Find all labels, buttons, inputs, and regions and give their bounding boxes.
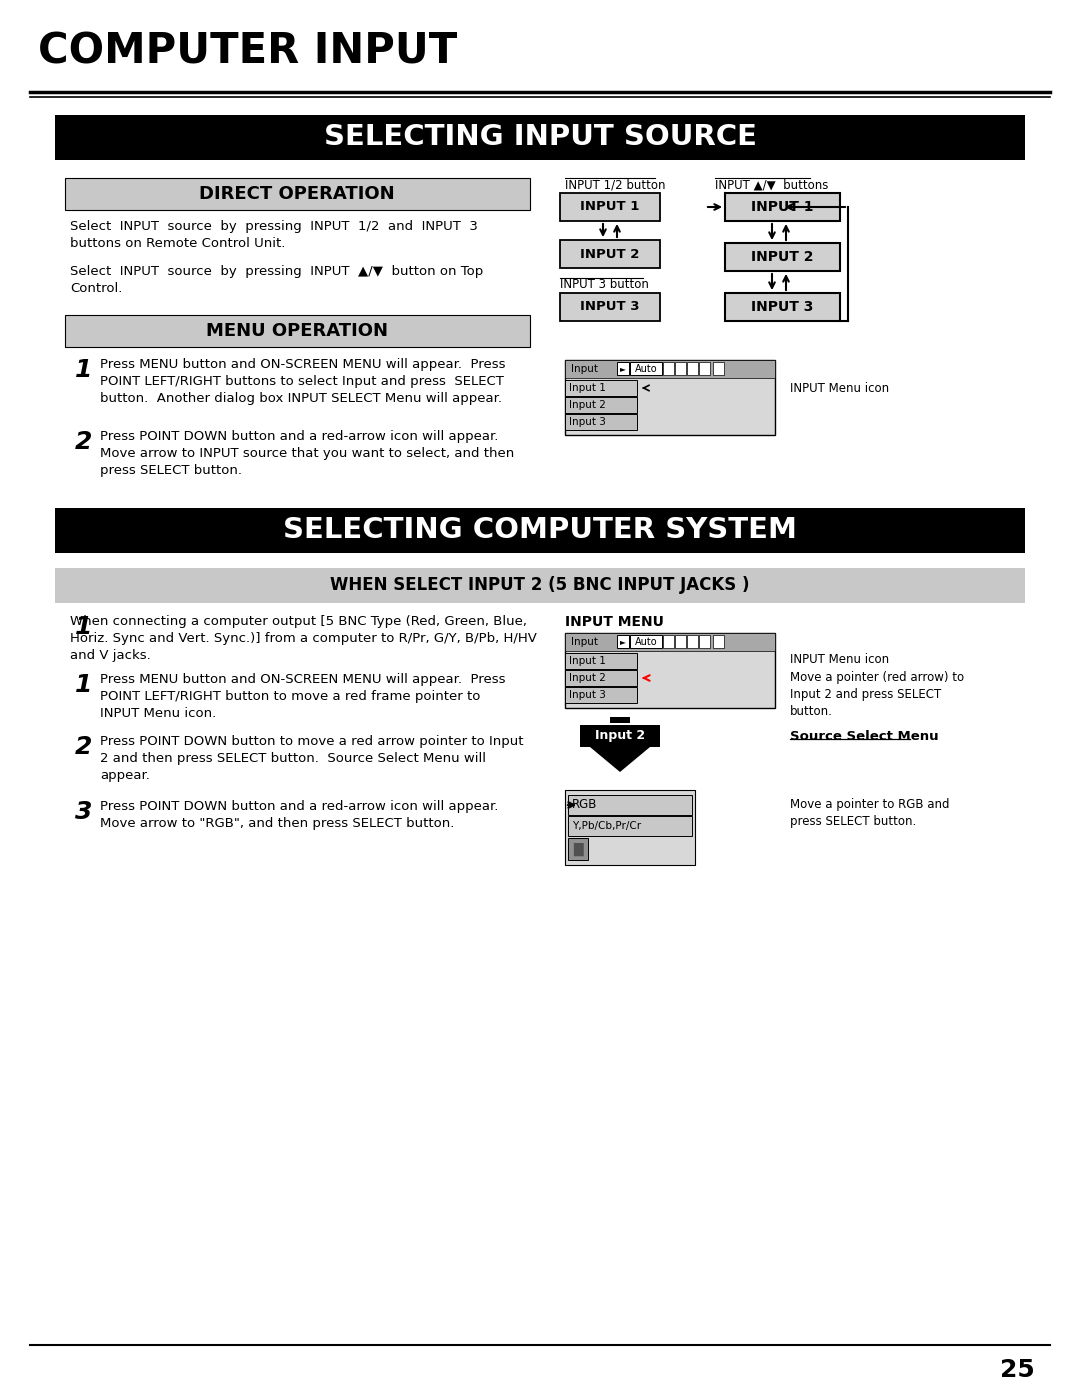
Text: 25: 25: [1000, 1358, 1035, 1382]
Bar: [699, 636, 710, 648]
Text: Press MENU button and ON-SCREEN MENU will appear.  Press
POINT LEFT/RIGHT button: Press MENU button and ON-SCREEN MENU wil…: [100, 673, 505, 719]
Text: Press POINT DOWN button and a red-arrow icon will appear.
Move arrow to "RGB", a: Press POINT DOWN button and a red-arrow …: [100, 800, 498, 830]
Bar: [713, 636, 724, 648]
Text: INPUT 3: INPUT 3: [751, 300, 813, 314]
Bar: [55, 569, 1025, 604]
Text: INPUT 3 button: INPUT 3 button: [561, 278, 649, 291]
Bar: [663, 636, 674, 648]
Bar: [725, 293, 840, 321]
Bar: [617, 636, 629, 648]
Bar: [630, 362, 662, 374]
Bar: [561, 240, 660, 268]
Bar: [65, 177, 530, 210]
Text: Auto: Auto: [635, 637, 658, 647]
Bar: [565, 360, 775, 434]
Text: ►: ►: [620, 365, 626, 373]
Text: ►: ►: [620, 637, 626, 647]
Text: Input 2: Input 2: [569, 673, 606, 683]
Bar: [617, 362, 629, 374]
Bar: [565, 652, 637, 669]
Text: INPUT 3: INPUT 3: [580, 300, 639, 313]
Text: RGB: RGB: [572, 799, 597, 812]
Bar: [630, 636, 662, 648]
Bar: [565, 789, 696, 865]
Bar: [687, 636, 698, 648]
Bar: [565, 397, 637, 414]
Text: Auto: Auto: [635, 365, 658, 374]
Bar: [565, 687, 637, 703]
Text: SELECTING COMPUTER SYSTEM: SELECTING COMPUTER SYSTEM: [283, 515, 797, 543]
Text: Source Select Menu: Source Select Menu: [789, 729, 939, 742]
Text: INPUT 1: INPUT 1: [580, 201, 639, 214]
Text: INPUT 2: INPUT 2: [751, 250, 813, 264]
Bar: [561, 193, 660, 221]
Text: Input 1: Input 1: [569, 383, 606, 393]
Text: Input 3: Input 3: [569, 416, 606, 427]
Text: When connecting a computer output [5 BNC Type (Red, Green, Blue,
Horiz. Sync and: When connecting a computer output [5 BNC…: [70, 615, 537, 662]
Bar: [580, 725, 660, 747]
Text: INPUT MENU: INPUT MENU: [565, 615, 664, 629]
Bar: [675, 362, 686, 374]
Text: Press POINT DOWN button to move a red arrow pointer to Input
2 and then press SE: Press POINT DOWN button to move a red ar…: [100, 735, 524, 782]
Bar: [568, 816, 692, 835]
Text: INPUT Menu icon: INPUT Menu icon: [789, 652, 889, 666]
Bar: [568, 838, 588, 861]
Bar: [565, 380, 637, 395]
Text: Input 3: Input 3: [569, 690, 606, 700]
Text: INPUT 2: INPUT 2: [580, 247, 639, 260]
Text: 3: 3: [75, 800, 93, 824]
Text: 1: 1: [75, 358, 93, 381]
Bar: [675, 636, 686, 648]
Polygon shape: [590, 747, 650, 773]
Bar: [565, 633, 775, 708]
Bar: [610, 717, 630, 724]
Text: INPUT 1/2 button: INPUT 1/2 button: [565, 177, 665, 191]
Text: INPUT ▲/▼  buttons: INPUT ▲/▼ buttons: [715, 177, 828, 191]
Text: Select  INPUT  source  by  pressing  INPUT  ▲/▼  button on Top
Control.: Select INPUT source by pressing INPUT ▲/…: [70, 265, 483, 295]
Text: Select  INPUT  source  by  pressing  INPUT  1/2  and  INPUT  3
buttons on Remote: Select INPUT source by pressing INPUT 1/…: [70, 219, 477, 250]
Text: 2: 2: [75, 735, 93, 759]
Text: Press POINT DOWN button and a red-arrow icon will appear.
Move arrow to INPUT so: Press POINT DOWN button and a red-arrow …: [100, 430, 514, 476]
Text: Input 1: Input 1: [569, 657, 606, 666]
Text: Y,Pb/Cb,Pr/Cr: Y,Pb/Cb,Pr/Cr: [572, 821, 642, 831]
Text: Move a pointer (red arrow) to
Input 2 and press SELECT
button.: Move a pointer (red arrow) to Input 2 an…: [789, 671, 964, 718]
Text: INPUT Menu icon: INPUT Menu icon: [789, 381, 889, 394]
Text: COMPUTER INPUT: COMPUTER INPUT: [38, 29, 457, 73]
Bar: [725, 243, 840, 271]
Text: Move a pointer to RGB and
press SELECT button.: Move a pointer to RGB and press SELECT b…: [789, 798, 949, 828]
Text: Input 2: Input 2: [569, 400, 606, 409]
Text: DIRECT OPERATION: DIRECT OPERATION: [199, 184, 395, 203]
Bar: [565, 360, 775, 379]
Text: Press MENU button and ON-SCREEN MENU will appear.  Press
POINT LEFT/RIGHT button: Press MENU button and ON-SCREEN MENU wil…: [100, 358, 505, 405]
Text: 1: 1: [75, 615, 93, 638]
Text: Input: Input: [571, 365, 598, 374]
Bar: [565, 414, 637, 430]
Bar: [55, 115, 1025, 161]
Bar: [663, 362, 674, 374]
Text: MENU OPERATION: MENU OPERATION: [206, 321, 388, 339]
Bar: [713, 362, 724, 374]
Text: SELECTING INPUT SOURCE: SELECTING INPUT SOURCE: [324, 123, 756, 151]
Bar: [565, 633, 775, 651]
Text: WHEN SELECT INPUT 2 (5 BNC INPUT JACKS ): WHEN SELECT INPUT 2 (5 BNC INPUT JACKS ): [330, 576, 750, 594]
Text: Input: Input: [571, 637, 598, 647]
Bar: [687, 362, 698, 374]
Text: Input 2: Input 2: [595, 729, 645, 742]
Bar: [55, 509, 1025, 553]
Bar: [568, 795, 692, 814]
Text: 1: 1: [75, 673, 93, 697]
Bar: [725, 193, 840, 221]
Bar: [565, 671, 637, 686]
Text: INPUT 1: INPUT 1: [751, 200, 813, 214]
Bar: [561, 293, 660, 321]
Text: 2: 2: [75, 430, 93, 454]
Bar: [699, 362, 710, 374]
Text: █: █: [573, 842, 583, 855]
Bar: [65, 314, 530, 346]
